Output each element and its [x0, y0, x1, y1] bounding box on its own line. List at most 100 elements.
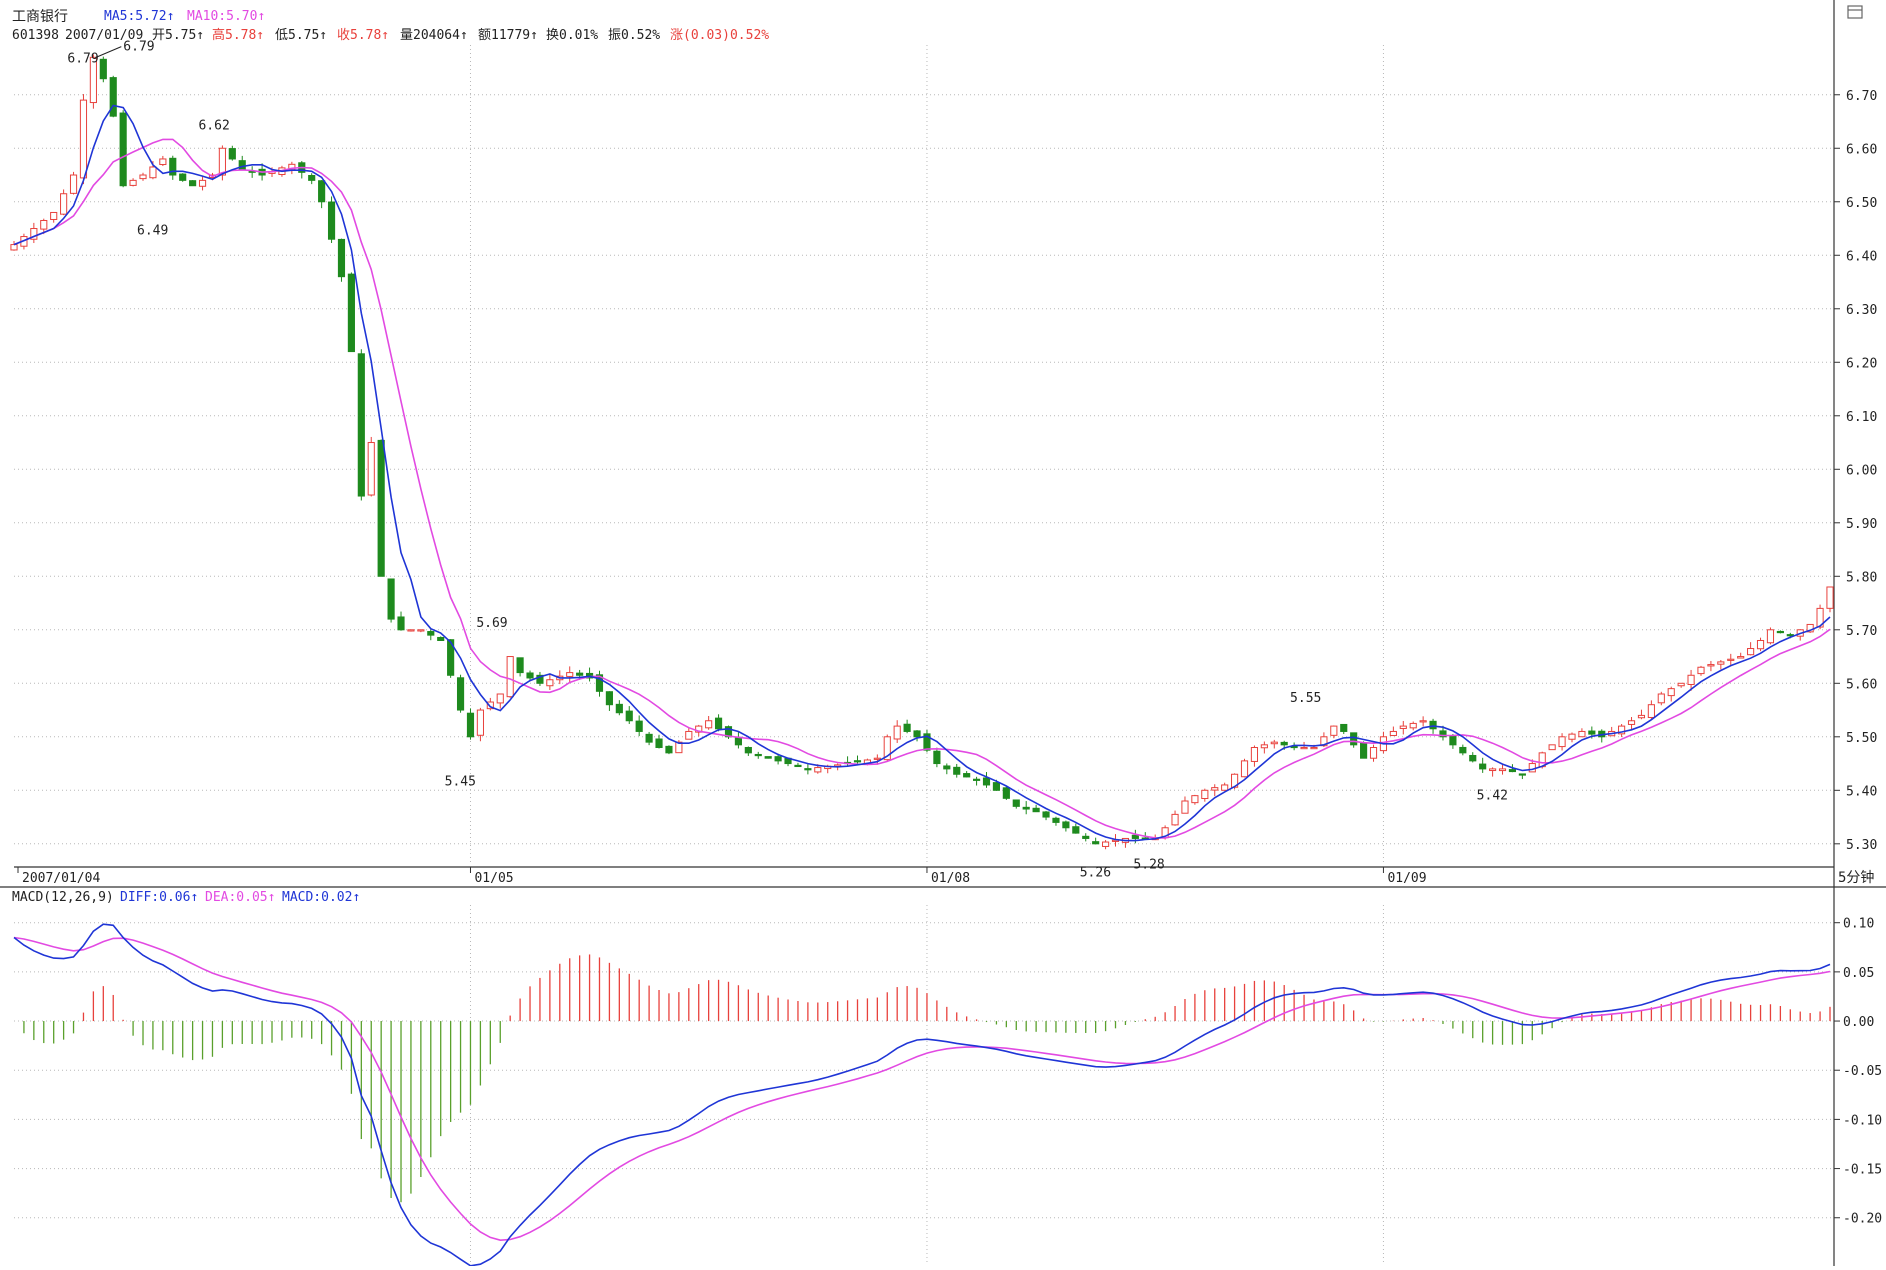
moving-averages	[13, 104, 1831, 842]
quote-date: 2007/01/09	[65, 28, 143, 43]
candle	[982, 772, 991, 788]
candle-body	[357, 353, 365, 497]
candle-body	[189, 180, 197, 187]
candle-body	[397, 616, 405, 631]
candle	[843, 756, 852, 767]
macd-header: MACD(12,26,9) DIFF:0.06↑ DEA:0.05↑ MACD:…	[12, 890, 360, 905]
candle	[595, 670, 604, 697]
candle-body	[129, 179, 137, 186]
candle	[1191, 794, 1199, 805]
candle	[566, 666, 574, 683]
candle-body	[1260, 744, 1268, 749]
candle-body	[1191, 795, 1199, 804]
candle	[1687, 669, 1695, 691]
candle-body	[476, 709, 484, 736]
candle	[943, 763, 951, 775]
candle-body	[30, 228, 38, 240]
candle-body	[1568, 733, 1576, 740]
volume-value: 量204064↑	[400, 28, 468, 43]
candle	[1717, 659, 1725, 670]
candle	[367, 436, 375, 497]
candle-body	[1052, 817, 1060, 823]
macd-tick-label: -0.20	[1843, 1212, 1882, 1227]
candle-body	[1627, 720, 1636, 725]
price-tick-label: 6.60	[1846, 142, 1877, 157]
candle-body	[1240, 760, 1249, 778]
candle	[506, 656, 514, 698]
candle	[853, 755, 862, 765]
candle-body	[903, 723, 911, 732]
candle	[1657, 691, 1665, 706]
price-annotations: 6.79 6.79 6.49 6.62 5.69 5.45 5.26 5.28 5.55 5.42	[67, 40, 1508, 881]
candle-body	[1439, 730, 1447, 738]
candle	[804, 763, 812, 775]
candle	[526, 670, 534, 682]
candle	[734, 731, 742, 749]
candle-body	[853, 760, 862, 763]
price-annotation: 6.49	[137, 223, 168, 238]
ma10-line	[13, 138, 1831, 839]
candle	[1489, 767, 1497, 777]
candle	[337, 238, 346, 282]
price-tick-label: 5.30	[1846, 838, 1877, 853]
candle-body	[1022, 806, 1030, 810]
price-tick-label: 6.30	[1846, 303, 1877, 318]
candle-body	[1012, 799, 1020, 807]
window-restore-icon[interactable]	[1847, 5, 1863, 19]
candle	[774, 753, 782, 765]
candle-body	[1092, 841, 1100, 845]
price-y-axis: 6.70 6.60 6.50 6.40 6.30 6.20 6.10 6.00 5.90 5.80…	[1834, 89, 1877, 853]
close-price: 收5.78↑	[337, 28, 389, 43]
candle	[605, 691, 613, 711]
candle	[1092, 837, 1100, 845]
candle	[1647, 700, 1655, 720]
candle-body	[1637, 714, 1646, 719]
price-tick-label: 6.50	[1846, 196, 1877, 211]
candle	[189, 180, 197, 187]
candle	[318, 180, 326, 209]
price-tick-label: 6.40	[1846, 249, 1877, 264]
candle-body	[1340, 723, 1348, 732]
candle-body	[377, 439, 385, 577]
candle-body	[427, 631, 435, 636]
candle-body	[1072, 826, 1080, 834]
candle-body	[536, 674, 544, 684]
candle-body	[218, 147, 226, 176]
candle	[963, 771, 971, 778]
candle-body	[387, 578, 395, 620]
candle	[1737, 652, 1745, 659]
candle	[953, 763, 961, 778]
candle	[486, 697, 494, 711]
price-annotation: 5.69	[476, 616, 507, 631]
candle-body	[1409, 722, 1417, 729]
candle	[933, 747, 941, 768]
candle-body	[79, 99, 88, 179]
candle-body	[1171, 813, 1179, 826]
candle-body	[1518, 773, 1526, 776]
candle	[1201, 788, 1209, 802]
candle	[456, 674, 465, 713]
period-label[interactable]: 5分钟	[1838, 869, 1874, 886]
candle-body	[1181, 800, 1189, 814]
ma10-value: MA10:5.70↑	[187, 9, 265, 24]
candle	[615, 700, 623, 716]
candle-body	[1320, 736, 1328, 747]
candle	[655, 734, 663, 749]
candle	[1459, 744, 1467, 756]
price-tick-label: 6.20	[1846, 356, 1877, 371]
candle	[685, 728, 693, 740]
candle-body	[1330, 725, 1338, 736]
candle-body	[1459, 746, 1467, 754]
candle-body	[1766, 629, 1775, 644]
candle	[714, 714, 723, 732]
candle	[1826, 586, 1834, 613]
candle-body	[1221, 784, 1229, 791]
candle-body	[198, 179, 207, 187]
candle	[69, 171, 78, 195]
candle	[308, 173, 316, 185]
macd-grid	[14, 905, 1834, 1262]
candle	[496, 693, 504, 709]
candle-body	[1369, 747, 1378, 759]
candle-body	[1300, 747, 1308, 750]
